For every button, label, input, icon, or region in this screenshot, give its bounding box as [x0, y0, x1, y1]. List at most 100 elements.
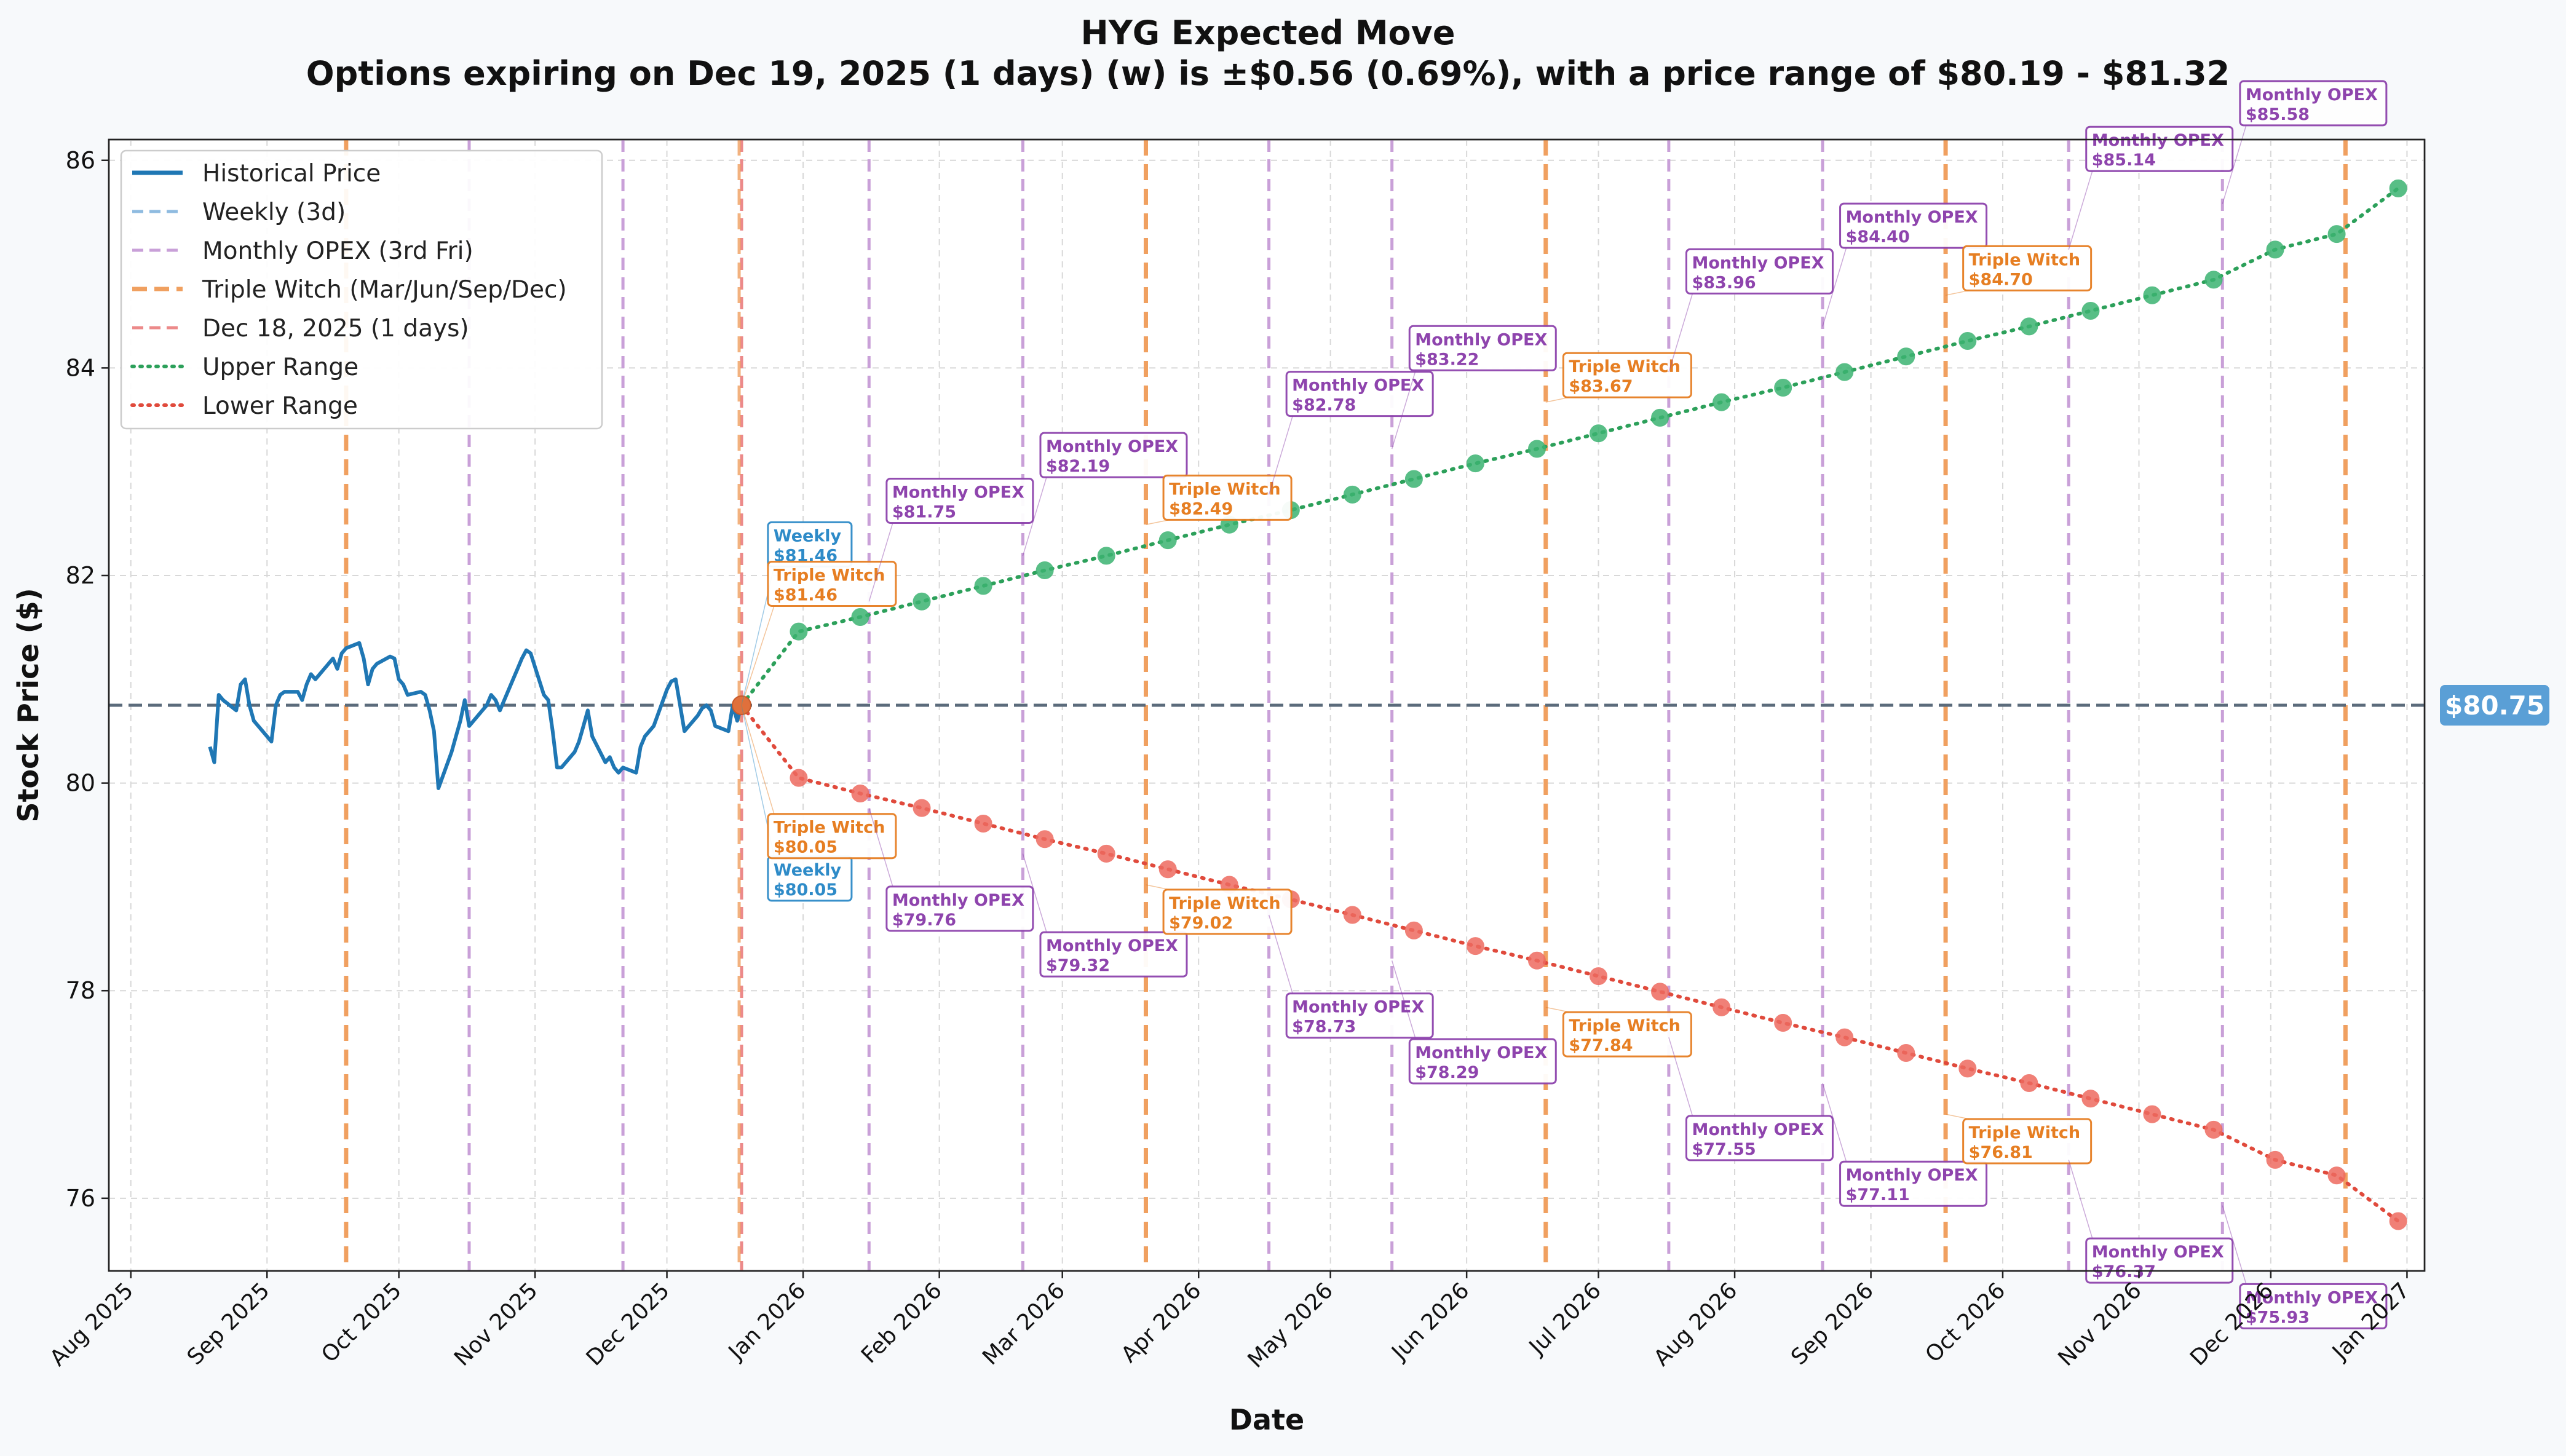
- y-axis-label: Stock Price ($): [12, 588, 45, 822]
- triple-annotation: Triple Witch$76.81: [1945, 1114, 2093, 1165]
- current-price-badge-label: $80.75: [2445, 690, 2544, 721]
- upper-range-point: [1097, 547, 1115, 565]
- upper-range-point: [1713, 393, 1731, 411]
- annotation-title: Triple Witch: [1169, 894, 1281, 913]
- monthly-annotation: Monthly OPEX$82.19: [1022, 432, 1188, 556]
- monthly-annotation: Monthly OPEX$77.55: [1668, 1037, 1834, 1161]
- annotation-title: Monthly OPEX: [1692, 1120, 1824, 1139]
- lower-range-point: [1466, 937, 1484, 956]
- annotation-title: Monthly OPEX: [1846, 1166, 1978, 1185]
- annotation-box: [1039, 931, 1188, 978]
- annotation-value: $81.46: [774, 585, 838, 604]
- annotation-value: $77.11: [1846, 1185, 1910, 1205]
- lower-range-point: [851, 784, 869, 802]
- lower-range-point: [1158, 860, 1177, 879]
- upper-range-point: [851, 608, 869, 627]
- monthly-annotation: Monthly OPEX$77.11: [1822, 1083, 1988, 1207]
- annotation-value: $76.81: [1969, 1143, 2033, 1162]
- annotation-value: $81.75: [892, 502, 956, 521]
- annotation-leader: [1668, 1037, 1693, 1117]
- annotation-title: Triple Witch: [1969, 1123, 2081, 1142]
- annotation-title: Weekly: [774, 861, 842, 880]
- upper-range-point: [1590, 424, 1608, 443]
- upper-range-point: [1036, 561, 1054, 580]
- current-price-point: [732, 695, 752, 715]
- annotation-leader: [868, 523, 893, 602]
- annotation-title: Monthly OPEX: [1415, 330, 1547, 349]
- upper-range-point: [1774, 378, 1792, 397]
- annotation-box: [1685, 248, 1834, 295]
- annotation-title: Monthly OPEX: [2092, 131, 2224, 150]
- annotation-title: Triple Witch: [1569, 1016, 1681, 1035]
- triple-annotation: Triple Witch$80.05: [741, 705, 897, 860]
- y-tick-label: 86: [66, 147, 95, 174]
- annotation-value: $82.49: [1169, 499, 1233, 518]
- lower-range-point: [1774, 1014, 1792, 1032]
- monthly-annotation: Monthly OPEX$83.22: [1391, 325, 1557, 449]
- annotation-leader: [741, 606, 775, 706]
- annotation-leader: [1022, 853, 1047, 933]
- upper-range-point: [2204, 271, 2223, 289]
- lower-range-point: [2143, 1105, 2161, 1123]
- upper-range-point: [2081, 302, 2100, 320]
- annotation-title: Triple Witch: [1569, 357, 1681, 376]
- annotation-value: $82.19: [1046, 457, 1110, 476]
- annotation-value: $79.32: [1046, 956, 1110, 975]
- upper-range-point: [1527, 440, 1546, 458]
- annotation-title: Weekly: [774, 526, 842, 545]
- annotation-leader: [1022, 477, 1047, 556]
- legend: Historical Price Weekly (3d) Monthly OPEX …: [120, 149, 603, 430]
- annotation-value: $79.76: [892, 911, 956, 930]
- annotation-box: [1839, 1160, 1988, 1207]
- monthly-annotation: Monthly OPEX$75.93: [2222, 1205, 2388, 1329]
- annotation-leader: [1822, 1083, 1847, 1162]
- lower-range-point: [913, 799, 931, 817]
- x-axis-label: Date: [1229, 1403, 1304, 1436]
- current-price-badge: $80.75: [2440, 685, 2549, 726]
- monthly-annotation: Monthly OPEX$81.75: [868, 477, 1034, 602]
- upper-range-point: [1404, 470, 1423, 488]
- annotation-box: [885, 885, 1034, 932]
- monthly-annotation: Monthly OPEX$79.76: [868, 807, 1034, 932]
- annotation-leader: [1945, 290, 1970, 296]
- annotation-box: [1408, 1038, 1557, 1085]
- upper-range-point: [2020, 317, 2038, 336]
- triple-annotation: Triple Witch$84.70: [1945, 245, 2093, 296]
- upper-range-line: [740, 186, 2401, 707]
- annotation-title: Monthly OPEX: [2246, 85, 2378, 105]
- legend-label: Dec 18, 2025 (1 days): [202, 315, 469, 342]
- annotation-box: [1962, 245, 2093, 291]
- annotation-box: [1285, 992, 1434, 1039]
- annotation-leader: [1391, 370, 1416, 449]
- triple-annotation: Triple Witch$77.84: [1545, 1007, 1692, 1058]
- legend-label: Triple Witch (Mar/Jun/Sep/Dec): [202, 276, 567, 304]
- annotation-title: Monthly OPEX: [892, 483, 1024, 502]
- monthly-annotation: Monthly OPEX$85.58: [2222, 80, 2388, 204]
- annotation-value: $83.67: [1569, 377, 1633, 396]
- plot-frame: [108, 138, 2426, 1272]
- annotation-box: [885, 477, 1034, 524]
- annotation-box: [1562, 352, 1692, 398]
- upper-range-point: [1651, 408, 1669, 427]
- annotation-leader: [1391, 960, 1416, 1040]
- y-tick-label: 80: [66, 770, 95, 797]
- lower-range-point: [1713, 998, 1731, 1016]
- lower-range-point: [1897, 1044, 1915, 1062]
- annotation-value: $77.84: [1569, 1036, 1633, 1055]
- lower-range-point: [2081, 1090, 2100, 1108]
- monthly-annotation: Monthly OPEX$78.29: [1391, 960, 1557, 1085]
- annotation-title: Monthly OPEX: [2246, 1288, 2378, 1307]
- annotation-box: [1039, 432, 1188, 478]
- upper-range-point: [2143, 286, 2161, 304]
- annotation-leader: [1545, 1007, 1570, 1013]
- annotation-title: Monthly OPEX: [1292, 376, 1424, 395]
- legend-label: Monthly OPEX (3rd Fri): [202, 237, 473, 265]
- series: [208, 179, 2407, 1230]
- annotation-leader: [2222, 125, 2247, 204]
- lower-range-point: [1404, 921, 1423, 940]
- annotation-title: Monthly OPEX: [1692, 253, 1824, 272]
- annotation-value: $76.37: [2092, 1262, 2156, 1281]
- upper-range-point: [1897, 347, 1915, 366]
- y-tick-label: 82: [66, 562, 95, 589]
- y-tick-label: 78: [66, 977, 95, 1004]
